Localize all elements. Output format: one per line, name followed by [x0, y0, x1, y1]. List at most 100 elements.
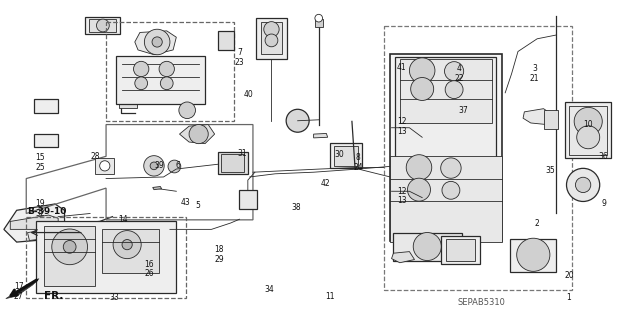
Polygon shape — [179, 124, 214, 144]
Bar — [95, 158, 115, 174]
Text: 10: 10 — [584, 120, 593, 129]
Bar — [85, 17, 120, 34]
Text: 12
13: 12 13 — [397, 117, 406, 136]
Text: 16
26: 16 26 — [144, 260, 154, 278]
Text: 8
24: 8 24 — [353, 153, 363, 172]
Bar — [442, 236, 479, 264]
Text: 7
23: 7 23 — [235, 48, 244, 67]
Text: SEPAB5310: SEPAB5310 — [458, 298, 505, 307]
Text: 2: 2 — [535, 219, 540, 227]
Bar — [390, 54, 502, 241]
Text: B-39-10: B-39-10 — [28, 207, 67, 216]
Text: 33: 33 — [109, 293, 119, 302]
Bar — [34, 99, 58, 114]
Circle shape — [189, 124, 208, 144]
Bar — [119, 102, 137, 108]
Bar — [260, 22, 282, 54]
Bar — [543, 110, 557, 129]
Polygon shape — [392, 252, 415, 263]
Bar — [26, 217, 186, 298]
Bar — [102, 229, 159, 273]
Circle shape — [63, 241, 76, 253]
Bar — [44, 226, 95, 286]
Text: 11: 11 — [326, 292, 335, 300]
Circle shape — [286, 109, 309, 132]
Bar — [446, 239, 475, 261]
Circle shape — [97, 19, 109, 32]
Circle shape — [442, 182, 460, 199]
Text: 1: 1 — [566, 293, 572, 302]
Bar — [239, 190, 257, 209]
Text: 30: 30 — [334, 150, 344, 159]
Circle shape — [150, 162, 158, 170]
Bar — [569, 106, 607, 155]
Circle shape — [152, 37, 163, 47]
Circle shape — [410, 58, 435, 83]
Circle shape — [100, 161, 110, 171]
Text: 17
27: 17 27 — [14, 282, 24, 301]
Circle shape — [159, 61, 174, 77]
Circle shape — [113, 231, 141, 259]
Bar — [218, 31, 234, 50]
Bar — [384, 26, 572, 290]
Bar — [330, 143, 362, 168]
Bar — [116, 56, 205, 104]
Text: 39: 39 — [154, 161, 164, 170]
Bar — [390, 156, 502, 242]
Bar — [36, 221, 176, 293]
Bar — [510, 239, 556, 272]
Text: 18
29: 18 29 — [214, 245, 224, 264]
Circle shape — [179, 102, 195, 119]
Bar — [394, 233, 463, 261]
Bar — [89, 19, 116, 32]
Bar — [400, 59, 492, 123]
Circle shape — [144, 156, 164, 176]
Text: 41: 41 — [397, 63, 406, 72]
Polygon shape — [28, 229, 55, 241]
Bar — [218, 152, 248, 174]
Bar — [565, 102, 611, 158]
Bar — [334, 145, 358, 166]
Text: 12
13: 12 13 — [397, 187, 406, 205]
Text: 36: 36 — [598, 152, 609, 161]
Text: 19
32: 19 32 — [35, 199, 45, 218]
Text: 15
25: 15 25 — [35, 153, 45, 172]
Circle shape — [577, 126, 600, 149]
Circle shape — [315, 14, 323, 22]
Text: 3
21: 3 21 — [530, 64, 540, 83]
Circle shape — [566, 168, 600, 202]
Polygon shape — [153, 187, 162, 190]
Text: 38: 38 — [291, 203, 301, 211]
Circle shape — [575, 177, 591, 193]
Text: 14: 14 — [118, 215, 128, 224]
Circle shape — [408, 178, 431, 201]
Text: 9: 9 — [601, 199, 606, 208]
Bar — [221, 154, 244, 172]
Circle shape — [168, 160, 180, 173]
Polygon shape — [314, 133, 328, 138]
Circle shape — [445, 81, 463, 99]
Polygon shape — [6, 278, 39, 299]
Circle shape — [161, 77, 173, 90]
Text: 4
22: 4 22 — [454, 64, 464, 83]
Bar — [106, 22, 234, 121]
Circle shape — [413, 233, 442, 261]
Polygon shape — [523, 109, 553, 124]
Circle shape — [122, 240, 132, 250]
Text: 35: 35 — [545, 166, 555, 175]
Circle shape — [134, 61, 149, 77]
Text: 6: 6 — [176, 161, 180, 170]
Text: 34: 34 — [264, 285, 274, 294]
Text: 28: 28 — [90, 152, 100, 161]
Bar — [34, 134, 58, 147]
Circle shape — [406, 155, 432, 180]
Bar — [256, 18, 287, 59]
Text: 40: 40 — [244, 90, 253, 99]
Text: 37: 37 — [459, 106, 468, 115]
Circle shape — [574, 108, 602, 135]
Circle shape — [135, 77, 148, 90]
Circle shape — [516, 238, 550, 271]
Text: 5: 5 — [195, 201, 200, 210]
Bar — [315, 19, 323, 27]
Circle shape — [265, 34, 278, 47]
